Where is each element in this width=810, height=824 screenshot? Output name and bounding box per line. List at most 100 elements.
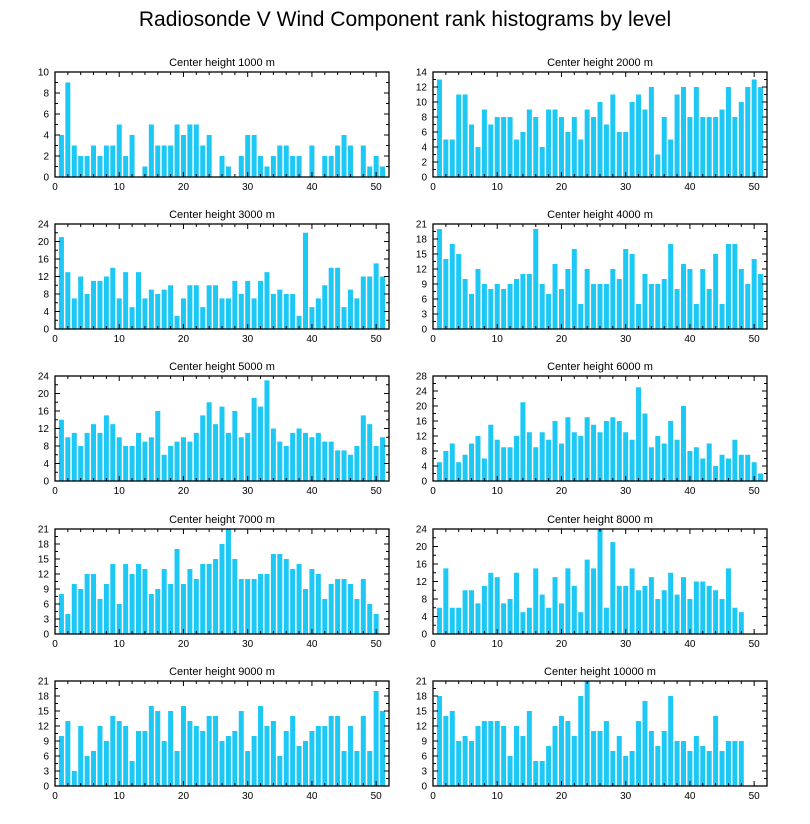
x-tick-label: 0 — [52, 791, 58, 802]
histogram-bar — [462, 94, 468, 177]
histogram-bar — [616, 279, 622, 329]
histogram-bar — [449, 244, 455, 329]
histogram-bar — [213, 559, 219, 634]
histogram-bar — [335, 579, 341, 634]
histogram-bar — [475, 603, 481, 635]
y-tick-label: 20 — [38, 389, 50, 400]
panel-title: Center height 1000 m — [169, 57, 275, 69]
x-tick-label: 10 — [492, 639, 504, 650]
histogram-bar — [533, 117, 539, 177]
histogram-bar — [507, 599, 513, 634]
histogram-bar — [129, 761, 135, 786]
figure-title: Radiosonde V Wind Component rank histogr… — [138, 8, 672, 31]
histogram-bar — [443, 451, 449, 481]
histogram-bar — [65, 614, 71, 634]
histogram-bar — [488, 572, 494, 634]
histogram-bar — [610, 542, 616, 635]
histogram-bar — [725, 458, 731, 481]
histogram-bar — [187, 124, 193, 177]
histogram-bar — [546, 439, 552, 481]
histogram-bar — [110, 424, 116, 482]
y-tick-label: 15 — [416, 707, 428, 718]
y-tick-label: 10 — [38, 68, 50, 79]
histogram-bar — [71, 771, 77, 786]
histogram-bar — [436, 79, 442, 177]
y-tick-label: 18 — [416, 235, 428, 246]
histogram-bar — [526, 274, 532, 329]
histogram-bar — [526, 711, 532, 786]
histogram-bar — [514, 279, 520, 329]
histogram-bar — [155, 411, 161, 481]
y-tick-label: 0 — [43, 173, 49, 184]
x-tick-label: 40 — [684, 639, 696, 650]
y-tick-label: 12 — [38, 722, 50, 733]
histogram-bar — [193, 726, 199, 786]
histogram-bar — [232, 280, 238, 330]
histogram-bar — [488, 424, 494, 481]
histogram-bar — [347, 145, 353, 177]
y-tick-label: 4 — [421, 462, 427, 473]
histogram-bar — [360, 415, 366, 482]
histogram-bar — [655, 284, 661, 329]
histogram-bar — [251, 397, 257, 482]
histogram-bar — [706, 751, 712, 786]
histogram-bar — [533, 761, 539, 786]
histogram-bar — [219, 741, 225, 786]
histogram-bar — [636, 94, 642, 177]
histogram-bar — [436, 696, 442, 786]
histogram-bar — [328, 441, 334, 482]
y-tick-label: 18 — [38, 540, 50, 551]
histogram-bar — [200, 307, 206, 330]
histogram-bar — [193, 579, 199, 634]
histogram-bar — [219, 298, 225, 330]
histogram-bar — [264, 574, 270, 634]
y-tick-label: 6 — [421, 128, 427, 139]
histogram-bar — [129, 446, 135, 481]
histogram-bar — [78, 276, 84, 329]
histogram-bar — [674, 594, 680, 635]
x-tick-label: 20 — [178, 791, 190, 802]
x-tick-label: 0 — [52, 182, 58, 193]
histogram-bar — [578, 696, 584, 786]
histogram-bar — [584, 559, 590, 635]
histogram-bar — [706, 117, 712, 177]
x-tick-label: 20 — [556, 639, 568, 650]
histogram-bar — [494, 439, 500, 481]
x-tick-label: 20 — [556, 334, 568, 345]
histogram-bar — [206, 402, 212, 481]
x-tick-label: 50 — [749, 639, 761, 650]
histogram-bar — [449, 443, 455, 481]
x-tick-label: 0 — [430, 182, 436, 193]
histogram-bar — [475, 726, 481, 786]
histogram-bar — [584, 109, 590, 177]
histogram-bar — [481, 721, 487, 786]
histogram-bar — [648, 284, 654, 329]
histogram-bar — [514, 726, 520, 786]
y-tick-label: 8 — [43, 442, 49, 453]
y-tick-label: 18 — [416, 692, 428, 703]
histogram-bar — [277, 554, 283, 634]
histogram-bar — [84, 156, 90, 177]
histogram-bar — [629, 439, 635, 481]
panel-title: Center height 5000 m — [169, 361, 275, 373]
histogram-panel: Center height 4000 m 0 10 20 30 40 50 0 3 6 9 12 15 1… — [416, 209, 768, 345]
histogram-bar — [507, 756, 513, 786]
histogram-bar — [668, 421, 674, 481]
histogram-bar — [539, 761, 545, 786]
histogram-bar — [661, 279, 667, 329]
histogram-bar — [65, 721, 71, 786]
panel-title: Center height 3000 m — [169, 209, 275, 221]
histogram-bar — [494, 721, 500, 786]
histogram-panel: Center height 7000 m 0 10 20 30 40 50 0 3 6 9 12 15 1… — [38, 514, 390, 650]
histogram-bar — [341, 751, 347, 786]
histogram-bar — [751, 462, 757, 481]
histogram-bar — [713, 716, 719, 786]
x-tick-label: 0 — [430, 791, 436, 802]
histogram-bar — [155, 145, 161, 177]
histogram-bar — [238, 437, 244, 481]
histogram-bar — [277, 145, 283, 177]
x-tick-label: 40 — [306, 639, 318, 650]
histogram-bar — [494, 117, 500, 177]
histogram-bar — [520, 612, 526, 635]
histogram-bar — [367, 604, 373, 634]
